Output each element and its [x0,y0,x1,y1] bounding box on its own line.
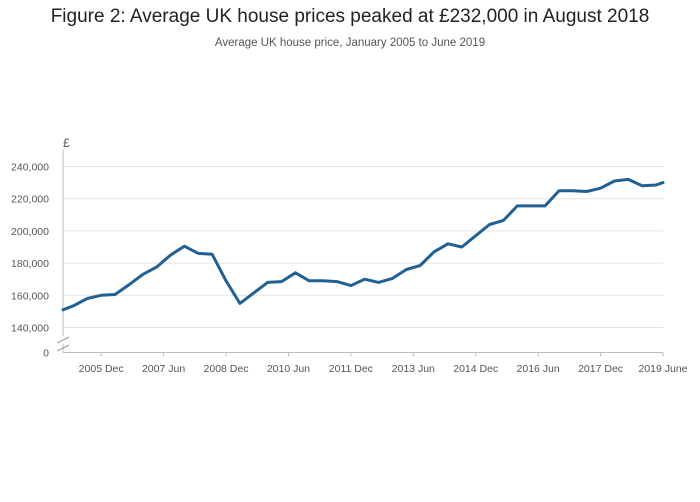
y-tick-label: 220,000 [11,194,49,206]
x-tick-label: 2010 Jun [267,363,310,375]
y-tick-label: 140,000 [11,323,49,335]
axis-break-mark [56,344,70,352]
series-line-house-price [61,177,665,312]
x-tick-label: 2008 Dec [204,363,249,375]
y-tick-label: 180,000 [11,258,49,270]
chart-title: Figure 2: Average UK house prices peaked… [50,6,650,27]
y-tick-label: 240,000 [11,162,49,174]
x-tick-label: 2019 June [638,363,687,375]
y-tick-label: 200,000 [11,226,49,238]
y-unit-label: £ [63,136,70,150]
axis-break-mark [56,336,70,344]
chart-subtitle: Average UK house price, January 2005 to … [214,37,486,49]
x-tick-label: 2007 Jun [142,363,185,375]
y-tick-label: 160,000 [11,290,49,302]
x-tick-label: 2005 Dec [79,363,124,375]
x-tick-label: 2014 Dec [453,363,498,375]
x-tick-label: 2013 Jun [392,363,435,375]
x-tick-label: 2016 Jun [517,363,560,375]
x-tick-label: 2017 Dec [578,363,623,375]
y-tick-label: 0 [43,348,49,360]
x-tick-label: 2011 Dec [329,363,373,375]
